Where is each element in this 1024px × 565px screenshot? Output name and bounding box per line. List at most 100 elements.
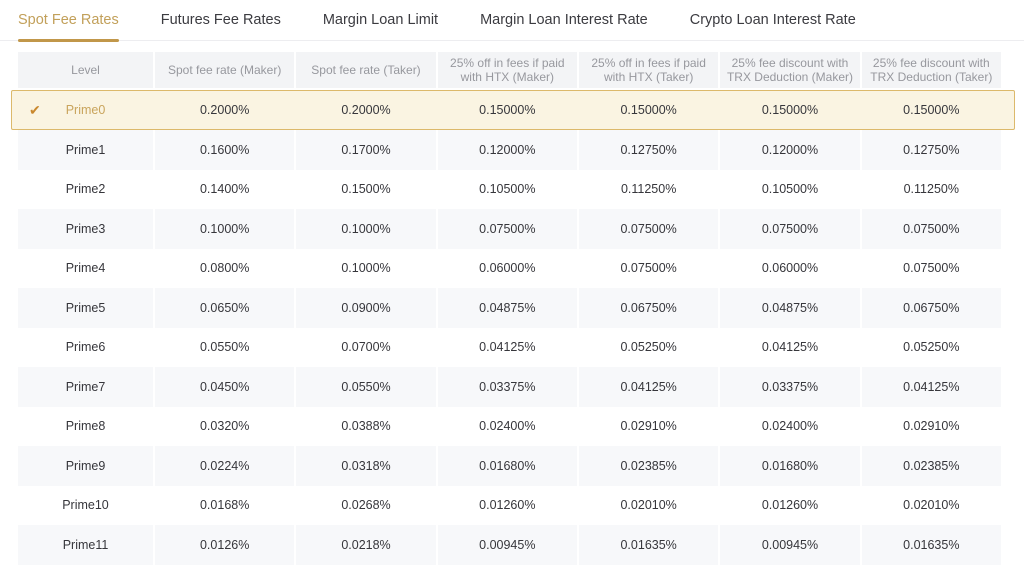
level-cell: Prime11 — [18, 525, 155, 565]
value-cell: 0.02910% — [903, 419, 960, 434]
value-cell: 0.04875% — [720, 288, 862, 328]
table-header-row: Level Spot fee rate (Maker) Spot fee rat… — [18, 52, 1001, 88]
level-cell: Prime1 — [18, 130, 155, 170]
value-cell: 0.07500% — [620, 261, 677, 276]
value-cell: 0.05250% — [903, 340, 960, 355]
value-cell: 0.1000% — [341, 261, 391, 276]
tab-bar: Spot Fee Rates Futures Fee Rates Margin … — [0, 0, 1024, 42]
value-cell: 0.11250% — [903, 182, 959, 197]
value-cell: 0.02400% — [479, 419, 536, 434]
table-row: ✔ Prime7 0.0450% 0.0550% 0.03375% 0.0412… — [18, 367, 1001, 407]
value-cell: 0.02385% — [861, 446, 1001, 486]
value-cell: 0.0126% — [155, 525, 297, 565]
value-cell: 0.05250% — [620, 340, 677, 355]
table-row: ✔ Prime5 0.0650% 0.0900% 0.04875% 0.0675… — [18, 288, 1001, 328]
value-cell: 0.01680% — [437, 446, 579, 486]
table-row: ✔ Prime10 0.0168% 0.0268% 0.01260% 0.020… — [18, 486, 1001, 526]
value-cell: 0.04125% — [479, 340, 536, 355]
value-cell: 0.10500% — [479, 182, 536, 197]
value-cell: 0.06000% — [479, 261, 536, 276]
value-cell: 0.07500% — [578, 209, 721, 249]
check-icon: ✔ — [29, 102, 41, 118]
value-cell: 0.01635% — [578, 525, 721, 565]
value-cell: 0.12750% — [861, 130, 1001, 170]
tab-futures-fee-rates[interactable]: Futures Fee Rates — [160, 12, 281, 28]
value-cell: 0.0388% — [341, 419, 391, 434]
tab-spot-fee-rates[interactable]: Spot Fee Rates — [18, 0, 119, 42]
column-header-htx-discount-maker: 25% off in fees if paid with HTX (Maker) — [437, 52, 579, 88]
value-cell: 0.02910% — [620, 419, 677, 434]
tab-crypto-loan-interest-rate[interactable]: Crypto Loan Interest Rate — [689, 12, 856, 28]
level-cell: Prime10 — [62, 498, 109, 513]
column-header-taker-rate: Spot fee rate (Taker) — [296, 52, 438, 88]
value-cell: 0.02400% — [761, 419, 819, 434]
value-cell: 0.0320% — [199, 419, 250, 434]
level-cell: Prime5 — [18, 288, 155, 328]
value-cell: 0.1400% — [199, 182, 250, 197]
value-cell: 0.0550% — [199, 340, 250, 355]
level-cell: Prime9 — [18, 446, 155, 486]
value-cell: 0.04125% — [578, 367, 721, 407]
value-cell: 0.06000% — [761, 261, 819, 276]
spot-fee-rates-table: Level Spot fee rate (Maker) Spot fee rat… — [11, 52, 1015, 565]
value-cell: 0.15000% — [479, 103, 536, 117]
level-cell: Prime8 — [65, 419, 106, 434]
table-row: ✔ Prime11 0.0126% 0.0218% 0.00945% 0.016… — [18, 525, 1001, 565]
value-cell: 0.11250% — [620, 182, 677, 197]
column-header-trx-deduction-taker: 25% fee discount with TRX Deduction (Tak… — [861, 52, 1001, 88]
value-cell: 0.07500% — [861, 209, 1001, 249]
value-cell: 0.10500% — [761, 182, 819, 197]
value-cell: 0.0218% — [296, 525, 438, 565]
value-cell: 0.0650% — [155, 288, 297, 328]
value-cell: 0.1600% — [155, 130, 297, 170]
table-body: ✔ Prime0 0.2000% 0.2000% 0.15000% 0.1500… — [11, 90, 1015, 565]
value-cell: 0.06750% — [578, 288, 721, 328]
value-cell: 0.2000% — [199, 103, 250, 117]
value-cell: 0.0450% — [155, 367, 297, 407]
tab-margin-loan-limit[interactable]: Margin Loan Limit — [322, 12, 439, 28]
table-row: ✔ Prime0 0.2000% 0.2000% 0.15000% 0.1500… — [11, 90, 1015, 130]
table-row: ✔ Prime9 0.0224% 0.0318% 0.01680% 0.0238… — [18, 446, 1001, 486]
value-cell: 0.1700% — [296, 130, 438, 170]
table-row: ✔ Prime3 0.1000% 0.1000% 0.07500% 0.0750… — [18, 209, 1001, 249]
value-cell: 0.01635% — [861, 525, 1001, 565]
value-cell: 0.04875% — [437, 288, 579, 328]
value-cell: 0.2000% — [341, 103, 391, 117]
value-cell: 0.07500% — [437, 209, 579, 249]
value-cell: 0.0700% — [341, 340, 391, 355]
value-cell: 0.12000% — [437, 130, 579, 170]
level-cell: Prime7 — [18, 367, 155, 407]
value-cell: 0.07500% — [720, 209, 862, 249]
value-cell: 0.02385% — [578, 446, 721, 486]
value-cell: 0.1000% — [155, 209, 297, 249]
value-cell: 0.0268% — [341, 498, 391, 513]
value-cell: 0.03375% — [437, 367, 579, 407]
value-cell: 0.04125% — [861, 367, 1001, 407]
value-cell: 0.01680% — [720, 446, 862, 486]
value-cell: 0.02010% — [903, 498, 960, 513]
value-cell: 0.03375% — [720, 367, 862, 407]
table-row: ✔ Prime2 0.1400% 0.1500% 0.10500% 0.1125… — [18, 170, 1001, 210]
value-cell: 0.0900% — [296, 288, 438, 328]
value-cell: 0.1500% — [341, 182, 391, 197]
tab-margin-loan-interest-rate[interactable]: Margin Loan Interest Rate — [480, 12, 648, 28]
value-cell: 0.04125% — [761, 340, 819, 355]
column-header-trx-deduction-maker: 25% fee discount with TRX Deduction (Mak… — [720, 52, 862, 88]
value-cell: 0.00945% — [720, 525, 862, 565]
value-cell: 0.12750% — [578, 130, 721, 170]
column-header-maker-rate: Spot fee rate (Maker) — [155, 52, 297, 88]
value-cell: 0.0800% — [199, 261, 250, 276]
level-cell: Prime0 — [65, 103, 106, 117]
value-cell: 0.06750% — [861, 288, 1001, 328]
value-cell: 0.0224% — [155, 446, 297, 486]
value-cell: 0.0168% — [199, 498, 250, 513]
level-cell: Prime6 — [65, 340, 106, 355]
value-cell: 0.01260% — [479, 498, 536, 513]
column-header-htx-discount-taker: 25% off in fees if paid with HTX (Taker) — [578, 52, 721, 88]
value-cell: 0.15000% — [620, 103, 677, 117]
value-cell: 0.15000% — [903, 103, 960, 117]
value-cell: 0.0550% — [296, 367, 438, 407]
value-cell: 0.01260% — [761, 498, 819, 513]
value-cell: 0.02010% — [620, 498, 677, 513]
value-cell: 0.07500% — [903, 261, 960, 276]
